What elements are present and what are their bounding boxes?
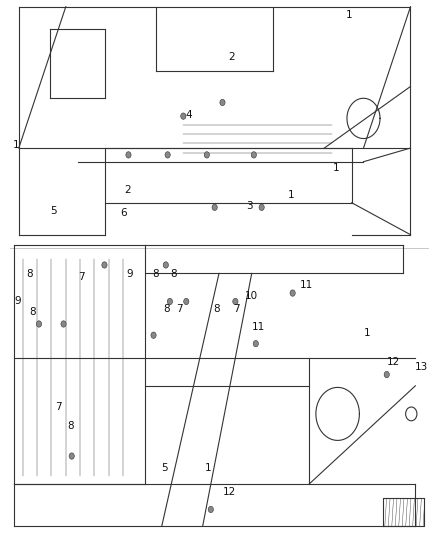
Text: 13: 13 [415, 362, 428, 372]
Circle shape [184, 298, 189, 305]
Text: 6: 6 [120, 208, 127, 219]
Text: 1: 1 [346, 10, 353, 20]
Text: 7: 7 [55, 402, 61, 412]
Text: 7: 7 [233, 304, 240, 314]
Text: 5: 5 [50, 206, 57, 216]
Circle shape [151, 332, 156, 338]
Circle shape [220, 99, 225, 106]
Circle shape [126, 152, 131, 158]
Circle shape [251, 152, 256, 158]
Text: 1: 1 [287, 190, 294, 200]
Text: 7: 7 [78, 272, 85, 282]
Circle shape [290, 290, 295, 296]
Text: 1: 1 [333, 164, 340, 173]
Text: 11: 11 [251, 322, 265, 333]
Text: 9: 9 [127, 270, 133, 279]
Circle shape [259, 204, 264, 211]
Text: 8: 8 [68, 421, 74, 431]
Circle shape [36, 321, 42, 327]
Text: 2: 2 [124, 184, 131, 195]
Circle shape [208, 506, 213, 513]
Circle shape [163, 262, 169, 268]
Circle shape [61, 321, 66, 327]
Text: 7: 7 [177, 304, 183, 314]
Circle shape [102, 262, 107, 268]
Circle shape [69, 453, 74, 459]
Circle shape [167, 298, 173, 305]
Circle shape [384, 372, 389, 378]
Text: 10: 10 [245, 290, 258, 301]
Text: 1: 1 [364, 328, 370, 338]
Text: 8: 8 [170, 270, 177, 279]
Circle shape [233, 298, 238, 305]
Circle shape [204, 152, 209, 158]
Text: 8: 8 [213, 304, 220, 314]
Text: 1: 1 [205, 463, 212, 473]
Text: 8: 8 [163, 304, 170, 314]
Text: 1: 1 [13, 140, 20, 150]
Circle shape [253, 341, 258, 347]
Text: 12: 12 [223, 487, 237, 497]
Text: 8: 8 [152, 270, 159, 279]
Text: 4: 4 [185, 110, 192, 120]
Text: 8: 8 [29, 306, 36, 317]
Circle shape [181, 113, 186, 119]
Text: 5: 5 [161, 463, 168, 473]
Text: 9: 9 [14, 296, 21, 306]
Circle shape [212, 204, 217, 211]
Text: 11: 11 [300, 280, 313, 290]
Text: 2: 2 [229, 52, 235, 62]
Text: 12: 12 [386, 357, 400, 367]
Circle shape [165, 152, 170, 158]
Text: 3: 3 [246, 200, 253, 211]
Text: 8: 8 [26, 270, 33, 279]
